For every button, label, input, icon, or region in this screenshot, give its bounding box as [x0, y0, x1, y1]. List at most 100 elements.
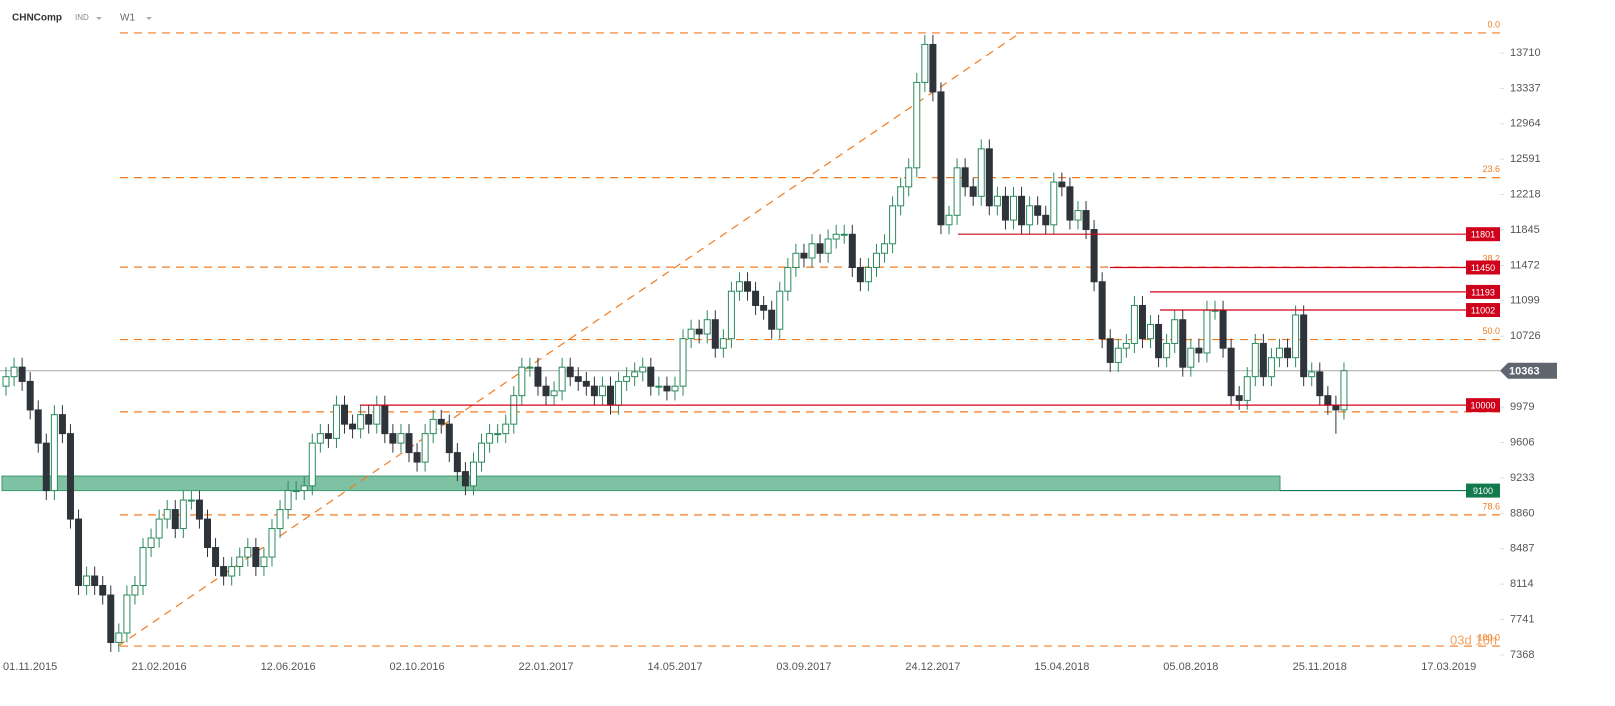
candle-body — [639, 366, 647, 373]
candle-body — [856, 267, 864, 283]
candle-body — [969, 186, 977, 197]
candle-body — [897, 186, 905, 207]
candle-body — [518, 366, 526, 397]
candle-body — [598, 385, 606, 397]
candle-body — [590, 385, 598, 397]
y-tick-label: 8860 — [1510, 507, 1534, 519]
dropdown-caret[interactable] — [146, 17, 152, 20]
candle-body — [727, 290, 735, 340]
candle-body — [75, 518, 83, 587]
y-tick-label: 9233 — [1510, 472, 1534, 484]
y-tick-label: 12964 — [1510, 118, 1541, 130]
candle-body — [534, 366, 542, 387]
candle-body — [236, 556, 244, 568]
candle-body — [558, 366, 566, 392]
x-tick-label: 02.10.2016 — [390, 661, 445, 673]
timeframe[interactable]: W1 — [120, 13, 135, 24]
candle-body — [429, 418, 437, 435]
candle-body — [768, 309, 776, 330]
candle-body — [582, 380, 590, 387]
candle-body — [1034, 205, 1042, 216]
candle-body — [816, 243, 824, 254]
candle-body — [332, 404, 340, 439]
y-tick-label: 12591 — [1510, 153, 1541, 165]
candle-body — [905, 167, 913, 188]
candle-body — [623, 376, 631, 382]
candle-body — [163, 509, 171, 520]
candle-body — [292, 490, 300, 493]
candle-body — [260, 556, 268, 568]
candle-body — [445, 423, 453, 454]
y-tick-label: 11099 — [1510, 295, 1540, 307]
y-tick-label: 10726 — [1510, 330, 1541, 342]
candle-body — [1147, 323, 1155, 340]
x-tick-label: 24.12.2017 — [905, 661, 960, 673]
y-tick-label: 7741 — [1510, 613, 1534, 625]
level-label-box — [1466, 227, 1500, 242]
candle-body — [252, 547, 260, 568]
x-tick-label: 05.08.2018 — [1163, 661, 1218, 673]
candle-body — [953, 167, 961, 216]
candle-body — [147, 537, 155, 549]
candle-body — [397, 433, 405, 444]
level-label-box — [1466, 260, 1500, 275]
candle-body — [365, 414, 373, 425]
fib-level-label: 23.6 — [1482, 164, 1500, 174]
candle-body — [776, 290, 784, 330]
candle-body — [171, 509, 179, 530]
level-label: 11801 — [1471, 230, 1495, 240]
candle-body — [1018, 195, 1026, 226]
countdown: 03d 16h — [1450, 632, 1497, 647]
current-price-label: 10363 — [1509, 366, 1540, 378]
candle-body — [212, 547, 220, 568]
candle-body — [679, 338, 687, 387]
candle-body — [510, 395, 518, 425]
candle-body — [744, 281, 752, 292]
candle-body — [1042, 214, 1050, 226]
candle-body — [1074, 210, 1082, 221]
y-tick-label: 13710 — [1510, 47, 1541, 59]
candle-body — [1114, 347, 1122, 363]
instrument-type[interactable]: IND — [75, 13, 89, 22]
candle-body — [526, 366, 534, 369]
candle-body — [1130, 304, 1138, 344]
x-tick-label: 03.09.2017 — [776, 661, 831, 673]
candle-body — [34, 409, 42, 444]
candle-body — [993, 195, 1001, 207]
candle-body — [187, 499, 195, 502]
candle-body — [792, 252, 800, 269]
y-tick-label: 9606 — [1510, 436, 1534, 448]
candle-body — [1179, 319, 1187, 368]
candle-body — [1251, 342, 1259, 378]
dropdown-caret[interactable] — [96, 17, 102, 20]
candle-body — [83, 575, 91, 587]
candle-body — [1275, 347, 1283, 359]
candle-body — [357, 414, 365, 430]
candle-body — [131, 585, 139, 596]
candle-body — [405, 433, 413, 454]
candle-body — [381, 404, 389, 435]
candle-body — [574, 376, 582, 382]
candle-body — [502, 423, 510, 435]
candle-body — [437, 418, 445, 425]
candle-body — [1058, 181, 1066, 188]
candle-body — [1171, 319, 1179, 344]
candle-body — [453, 452, 461, 473]
candle-body — [663, 385, 671, 392]
candle-body — [123, 594, 131, 634]
candle-body — [1195, 347, 1203, 354]
level-label-box — [1466, 398, 1500, 413]
candle-body — [1001, 195, 1009, 221]
candle-body — [1300, 314, 1308, 378]
candle-body — [550, 390, 558, 397]
candle-body — [703, 319, 711, 335]
candle-body — [244, 547, 252, 558]
candle-body — [1340, 370, 1348, 411]
x-tick-label: 12.06.2016 — [261, 661, 316, 673]
candle-body — [655, 385, 663, 388]
level-label: 11450 — [1471, 263, 1495, 273]
x-tick-label: 01.11.2015 — [3, 661, 57, 673]
candle-body — [1163, 342, 1171, 359]
candle-body — [324, 433, 332, 439]
level-label-box — [1466, 284, 1500, 299]
